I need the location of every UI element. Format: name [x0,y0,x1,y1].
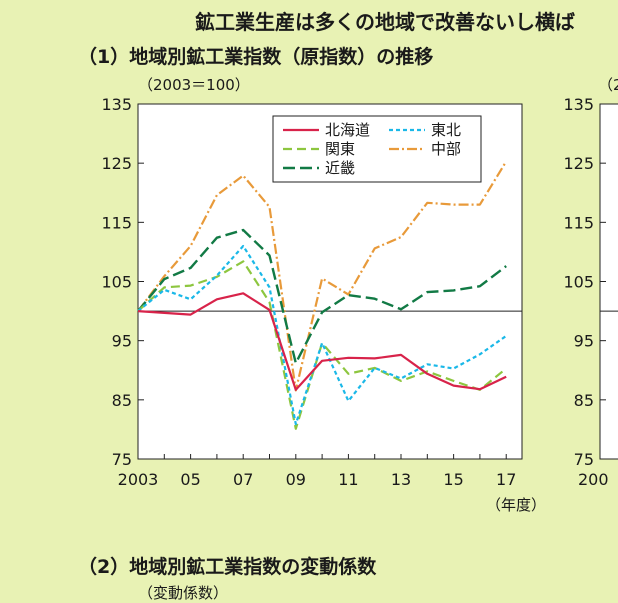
y-tick-label: 95 [112,332,132,351]
right-y-tick-label: 75 [574,450,594,469]
right-y-tick-label: 125 [563,154,594,173]
section1-title: （1）地域別鉱工業指数（原指数）の推移 [78,46,434,68]
y-tick-label: 135 [101,95,132,114]
legend-label: 関東 [325,140,355,158]
x-tick-label: 2003 [118,470,159,489]
x-tick-label: 17 [496,470,516,489]
right-y-tick-label: 135 [563,95,594,114]
series-line-4 [137,228,507,365]
y-tick-label: 115 [101,213,132,232]
x-tick-label: 09 [286,470,306,489]
right-y-tick-label: 95 [574,332,594,351]
right-panel-unit-fragment: （2 [598,76,618,94]
x-tick-label: 07 [233,470,253,489]
series-line-2 [137,260,507,430]
x-tick-label: 15 [443,470,463,489]
y-tick-label: 125 [101,154,132,173]
series-line-0 [137,292,507,391]
x-tick-label: 11 [338,470,358,489]
legend-label: 北海道 [325,121,370,139]
y-tick-label: 85 [112,391,132,410]
right-y-tick-label: 115 [563,213,594,232]
series-line-3 [137,160,508,392]
legend-label: 中部 [431,140,461,158]
chart-unit-label: （2003＝100） [138,76,250,94]
series-line-1 [137,244,507,426]
x-unit-label: （年度） [486,496,547,514]
right-x-tick-label: 200 [578,470,609,489]
page-header: 鉱工業生産は多くの地域で改善ないし横ば [195,10,575,34]
right-y-tick-label: 105 [563,273,594,292]
right-y-tick-label: 85 [574,391,594,410]
y-tick-label: 105 [101,273,132,292]
legend-label: 東北 [431,121,461,139]
section2-title: （2）地域別鉱工業指数の変動係数 [78,556,377,578]
legend-box [272,115,482,183]
y-tick-label: 75 [112,450,132,469]
legend-label: 近畿 [325,159,355,177]
x-tick-label: 13 [391,470,411,489]
x-tick-label: 05 [180,470,200,489]
